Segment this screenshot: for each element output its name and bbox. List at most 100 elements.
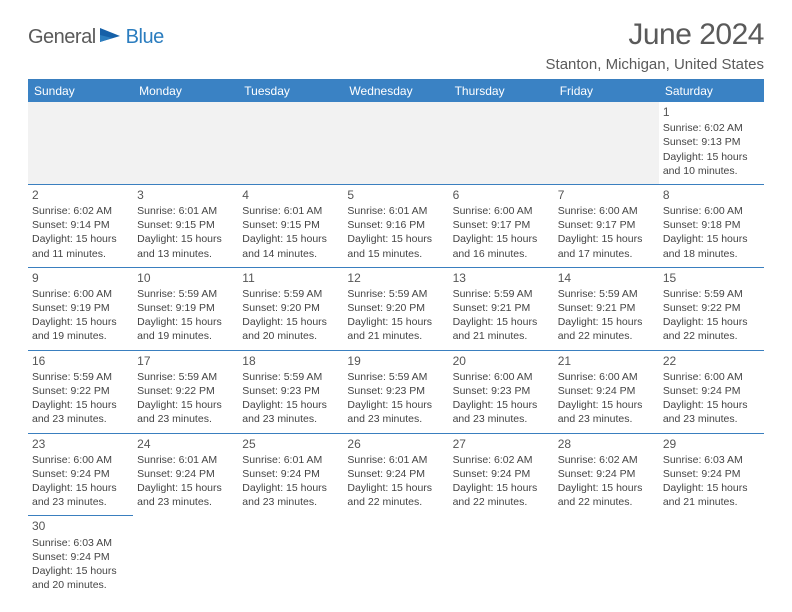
sunset-text: Sunset: 9:22 PM (663, 301, 760, 315)
day-number: 6 (453, 187, 550, 203)
calendar-cell: 5Sunrise: 6:01 AMSunset: 9:16 PMDaylight… (343, 184, 448, 267)
calendar-cell: 11Sunrise: 5:59 AMSunset: 9:20 PMDayligh… (238, 267, 343, 350)
calendar-cell (238, 102, 343, 184)
calendar-header: SundayMondayTuesdayWednesdayThursdayFrid… (28, 80, 764, 102)
calendar-cell: 25Sunrise: 6:01 AMSunset: 9:24 PMDayligh… (238, 433, 343, 516)
day-number: 23 (32, 436, 129, 452)
sunset-text: Sunset: 9:24 PM (32, 467, 129, 481)
sunset-text: Sunset: 9:20 PM (347, 301, 444, 315)
day-number: 4 (242, 187, 339, 203)
day1-text: Daylight: 15 hours (347, 398, 444, 412)
sunset-text: Sunset: 9:24 PM (347, 467, 444, 481)
calendar-cell: 18Sunrise: 5:59 AMSunset: 9:23 PMDayligh… (238, 350, 343, 433)
sunset-text: Sunset: 9:15 PM (137, 218, 234, 232)
day1-text: Daylight: 15 hours (242, 232, 339, 246)
day-number: 11 (242, 270, 339, 286)
calendar-table: SundayMondayTuesdayWednesdayThursdayFrid… (28, 80, 764, 598)
day1-text: Daylight: 15 hours (32, 398, 129, 412)
sunset-text: Sunset: 9:17 PM (453, 218, 550, 232)
day1-text: Daylight: 15 hours (137, 232, 234, 246)
calendar-cell (449, 516, 554, 598)
weekday-header: Saturday (659, 80, 764, 102)
day-number: 25 (242, 436, 339, 452)
day-number: 5 (347, 187, 444, 203)
day1-text: Daylight: 15 hours (663, 481, 760, 495)
day1-text: Daylight: 15 hours (242, 481, 339, 495)
calendar-cell (449, 102, 554, 184)
calendar-cell (133, 516, 238, 598)
day2-text: and 23 minutes. (137, 495, 234, 509)
location-text: Stanton, Michigan, United States (546, 56, 764, 73)
sunset-text: Sunset: 9:20 PM (242, 301, 339, 315)
calendar-cell: 12Sunrise: 5:59 AMSunset: 9:20 PMDayligh… (343, 267, 448, 350)
day2-text: and 21 minutes. (453, 329, 550, 343)
day2-text: and 23 minutes. (32, 412, 129, 426)
calendar-cell: 21Sunrise: 6:00 AMSunset: 9:24 PMDayligh… (554, 350, 659, 433)
day-number: 2 (32, 187, 129, 203)
day2-text: and 19 minutes. (137, 329, 234, 343)
day2-text: and 14 minutes. (242, 247, 339, 261)
sunrise-text: Sunrise: 6:01 AM (137, 453, 234, 467)
sunset-text: Sunset: 9:13 PM (663, 135, 760, 149)
day2-text: and 23 minutes. (242, 495, 339, 509)
day2-text: and 23 minutes. (663, 412, 760, 426)
sunrise-text: Sunrise: 5:59 AM (32, 370, 129, 384)
day-number: 21 (558, 353, 655, 369)
sunset-text: Sunset: 9:17 PM (558, 218, 655, 232)
day1-text: Daylight: 15 hours (663, 398, 760, 412)
calendar-cell (554, 516, 659, 598)
day-number: 15 (663, 270, 760, 286)
calendar-cell: 9Sunrise: 6:00 AMSunset: 9:19 PMDaylight… (28, 267, 133, 350)
day2-text: and 19 minutes. (32, 329, 129, 343)
sunrise-text: Sunrise: 6:01 AM (347, 204, 444, 218)
day2-text: and 22 minutes. (347, 495, 444, 509)
calendar-cell (28, 102, 133, 184)
calendar-cell: 15Sunrise: 5:59 AMSunset: 9:22 PMDayligh… (659, 267, 764, 350)
sunrise-text: Sunrise: 6:03 AM (32, 536, 129, 550)
calendar-cell: 14Sunrise: 5:59 AMSunset: 9:21 PMDayligh… (554, 267, 659, 350)
logo: General Blue (28, 26, 164, 49)
day-number: 22 (663, 353, 760, 369)
sunset-text: Sunset: 9:23 PM (347, 384, 444, 398)
sunrise-text: Sunrise: 6:00 AM (663, 204, 760, 218)
day1-text: Daylight: 15 hours (347, 481, 444, 495)
calendar-cell: 13Sunrise: 5:59 AMSunset: 9:21 PMDayligh… (449, 267, 554, 350)
day-number: 19 (347, 353, 444, 369)
calendar-cell: 16Sunrise: 5:59 AMSunset: 9:22 PMDayligh… (28, 350, 133, 433)
day1-text: Daylight: 15 hours (453, 315, 550, 329)
day1-text: Daylight: 15 hours (663, 150, 760, 164)
sunset-text: Sunset: 9:24 PM (242, 467, 339, 481)
logo-flag-icon (100, 26, 122, 49)
calendar-page: General Blue June 2024 Stanton, Michigan… (0, 0, 792, 608)
sunrise-text: Sunrise: 5:59 AM (347, 370, 444, 384)
day2-text: and 23 minutes. (453, 412, 550, 426)
calendar-cell: 29Sunrise: 6:03 AMSunset: 9:24 PMDayligh… (659, 433, 764, 516)
day1-text: Daylight: 15 hours (558, 481, 655, 495)
calendar-cell: 7Sunrise: 6:00 AMSunset: 9:17 PMDaylight… (554, 184, 659, 267)
sunset-text: Sunset: 9:15 PM (242, 218, 339, 232)
calendar-cell: 10Sunrise: 5:59 AMSunset: 9:19 PMDayligh… (133, 267, 238, 350)
sunset-text: Sunset: 9:18 PM (663, 218, 760, 232)
calendar-cell: 19Sunrise: 5:59 AMSunset: 9:23 PMDayligh… (343, 350, 448, 433)
day-number: 26 (347, 436, 444, 452)
weekday-header: Tuesday (238, 80, 343, 102)
calendar-cell (343, 516, 448, 598)
sunrise-text: Sunrise: 5:59 AM (242, 287, 339, 301)
sunrise-text: Sunrise: 6:03 AM (663, 453, 760, 467)
sunrise-text: Sunrise: 6:00 AM (32, 453, 129, 467)
sunrise-text: Sunrise: 6:01 AM (347, 453, 444, 467)
day2-text: and 23 minutes. (137, 412, 234, 426)
day2-text: and 22 minutes. (558, 329, 655, 343)
day1-text: Daylight: 15 hours (137, 315, 234, 329)
day-number: 8 (663, 187, 760, 203)
calendar-cell (343, 102, 448, 184)
day1-text: Daylight: 15 hours (32, 315, 129, 329)
day2-text: and 20 minutes. (32, 578, 129, 592)
calendar-cell: 8Sunrise: 6:00 AMSunset: 9:18 PMDaylight… (659, 184, 764, 267)
day2-text: and 17 minutes. (558, 247, 655, 261)
calendar-cell (554, 102, 659, 184)
sunrise-text: Sunrise: 5:59 AM (558, 287, 655, 301)
weekday-header: Friday (554, 80, 659, 102)
sunrise-text: Sunrise: 6:02 AM (558, 453, 655, 467)
day-number: 9 (32, 270, 129, 286)
